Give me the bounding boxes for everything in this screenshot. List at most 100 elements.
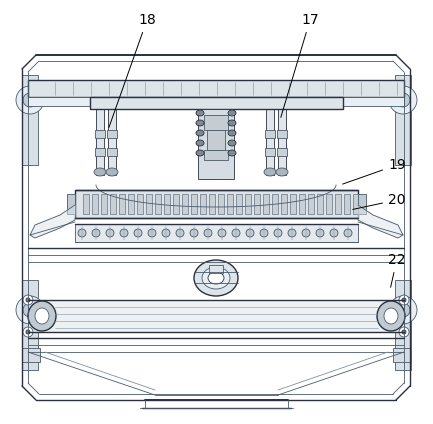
Bar: [67, 194, 75, 214]
Bar: [290, 194, 296, 214]
Ellipse shape: [23, 295, 33, 305]
Bar: [265, 148, 275, 156]
Ellipse shape: [399, 327, 409, 337]
Ellipse shape: [16, 296, 44, 324]
Ellipse shape: [120, 229, 128, 237]
Bar: [395, 75, 411, 165]
Bar: [204, 115, 228, 130]
Ellipse shape: [194, 260, 238, 296]
Ellipse shape: [399, 295, 409, 305]
Bar: [191, 194, 197, 214]
Ellipse shape: [190, 229, 198, 237]
Bar: [204, 150, 228, 160]
Ellipse shape: [402, 298, 406, 302]
Bar: [83, 194, 89, 214]
Bar: [28, 80, 404, 97]
Ellipse shape: [26, 298, 30, 302]
Ellipse shape: [260, 229, 268, 237]
Ellipse shape: [26, 330, 30, 334]
Ellipse shape: [176, 229, 184, 237]
Bar: [22, 75, 38, 165]
Ellipse shape: [148, 229, 156, 237]
Ellipse shape: [264, 98, 276, 106]
Bar: [335, 194, 341, 214]
Ellipse shape: [330, 229, 338, 237]
Bar: [28, 97, 404, 106]
Ellipse shape: [246, 229, 254, 237]
Ellipse shape: [23, 303, 37, 317]
Polygon shape: [358, 205, 403, 238]
Bar: [227, 194, 233, 214]
Ellipse shape: [162, 229, 170, 237]
Bar: [119, 194, 125, 214]
Bar: [22, 348, 40, 362]
Ellipse shape: [134, 229, 142, 237]
Bar: [277, 148, 287, 156]
Ellipse shape: [196, 150, 204, 156]
Bar: [265, 130, 275, 138]
Bar: [101, 194, 107, 214]
Bar: [95, 148, 105, 156]
Ellipse shape: [208, 272, 224, 284]
Bar: [90, 97, 343, 109]
Bar: [299, 194, 305, 214]
Ellipse shape: [276, 98, 288, 106]
Ellipse shape: [196, 110, 204, 116]
Bar: [28, 300, 404, 332]
Ellipse shape: [276, 168, 288, 176]
Bar: [353, 194, 359, 214]
Bar: [95, 130, 105, 138]
Polygon shape: [30, 205, 75, 238]
Bar: [107, 148, 117, 156]
Ellipse shape: [228, 140, 236, 146]
Bar: [209, 194, 215, 214]
Bar: [254, 194, 260, 214]
Bar: [395, 280, 411, 370]
Bar: [110, 194, 116, 214]
Ellipse shape: [23, 93, 37, 107]
Bar: [198, 109, 234, 179]
Ellipse shape: [384, 308, 398, 324]
Bar: [344, 194, 350, 214]
Bar: [358, 194, 366, 214]
Bar: [75, 224, 358, 242]
Bar: [128, 194, 134, 214]
Ellipse shape: [78, 229, 86, 237]
Bar: [108, 100, 116, 175]
Bar: [200, 194, 206, 214]
Bar: [266, 100, 274, 175]
Ellipse shape: [196, 120, 204, 126]
Bar: [277, 130, 287, 138]
Bar: [281, 194, 287, 214]
Ellipse shape: [288, 229, 296, 237]
Bar: [245, 194, 251, 214]
Bar: [236, 194, 242, 214]
Ellipse shape: [228, 150, 236, 156]
Bar: [207, 130, 225, 150]
Text: 22: 22: [388, 253, 405, 287]
Ellipse shape: [228, 110, 236, 116]
Ellipse shape: [23, 327, 33, 337]
Ellipse shape: [202, 267, 230, 289]
Bar: [107, 130, 117, 138]
Ellipse shape: [232, 229, 240, 237]
Ellipse shape: [402, 330, 406, 334]
Bar: [326, 194, 332, 214]
Ellipse shape: [92, 229, 100, 237]
Ellipse shape: [316, 229, 324, 237]
Ellipse shape: [344, 229, 352, 237]
Bar: [173, 194, 179, 214]
Text: 20: 20: [353, 193, 405, 209]
Ellipse shape: [396, 93, 410, 107]
Ellipse shape: [389, 86, 417, 114]
Text: 17: 17: [281, 13, 319, 117]
Bar: [155, 194, 161, 214]
Bar: [182, 194, 188, 214]
Ellipse shape: [228, 130, 236, 136]
Bar: [22, 280, 38, 370]
Bar: [317, 194, 323, 214]
Ellipse shape: [204, 229, 212, 237]
Ellipse shape: [228, 120, 236, 126]
Text: 18: 18: [109, 13, 156, 127]
Ellipse shape: [274, 229, 282, 237]
